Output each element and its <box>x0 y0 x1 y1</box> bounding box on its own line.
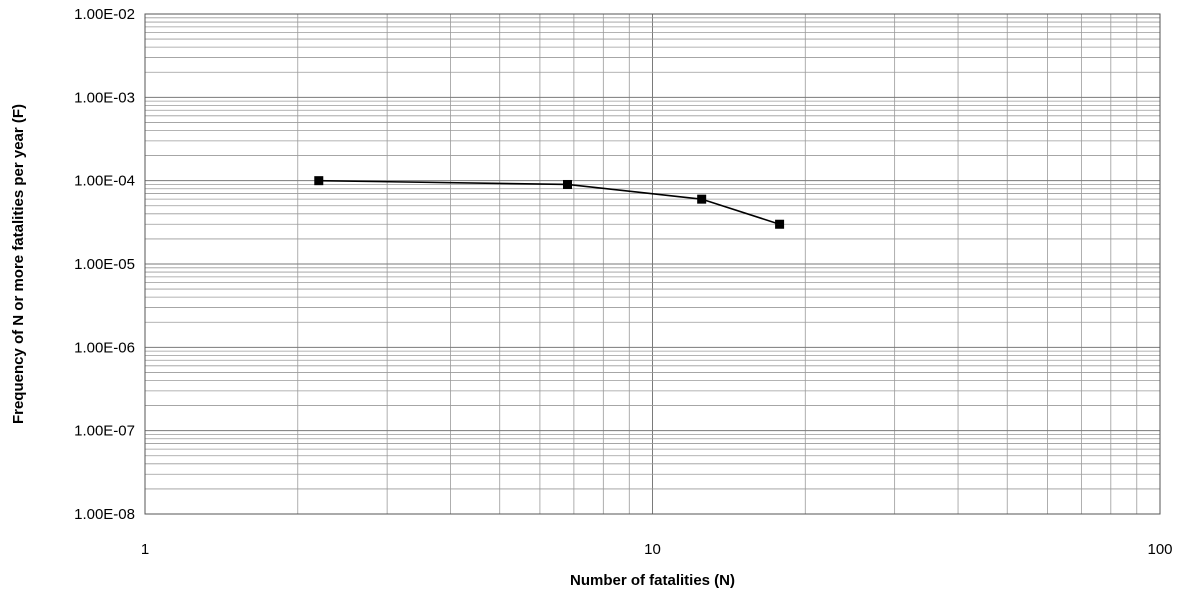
data-point-marker <box>562 179 572 189</box>
plot-area-frame <box>144 13 1161 515</box>
x-tick-labels: 1 10 100 <box>141 541 1173 558</box>
data-point-marker <box>775 219 785 229</box>
x-tick-label: 100 <box>1147 541 1172 558</box>
y-tick-label: 1.00E-03 <box>74 89 135 106</box>
y-axis-title: Frequency of N or more fatalities per ye… <box>10 104 27 424</box>
y-tick-label: 1.00E-08 <box>74 506 135 523</box>
series-line <box>318 179 780 226</box>
grid-layer <box>144 13 1160 515</box>
data-point-marker <box>314 176 324 186</box>
y-tick-label: 1.00E-07 <box>74 423 135 440</box>
y-tick-label: 1.00E-04 <box>74 173 135 190</box>
y-tick-label: 1.00E-06 <box>74 339 135 356</box>
x-axis-title: Number of fatalities (N) <box>570 572 735 589</box>
y-tick-labels: 1.00E-08 1.00E-07 1.00E-06 1.00E-05 1.00E-04… <box>74 6 135 523</box>
data-point-marker <box>697 194 707 204</box>
y-tick-label: 1.00E-02 <box>74 6 135 23</box>
x-tick-label: 1 <box>141 541 149 558</box>
y-tick-label: 1.00E-05 <box>74 256 135 273</box>
x-tick-label: 10 <box>644 541 661 558</box>
series-layer <box>314 176 785 229</box>
